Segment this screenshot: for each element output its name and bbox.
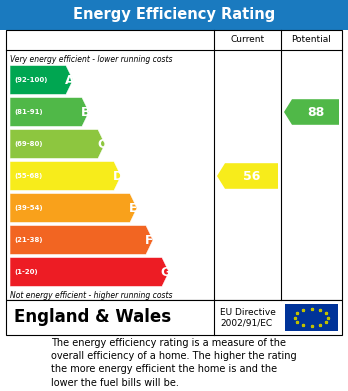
Text: England & Wales: England & Wales (14, 308, 171, 326)
Text: (55-68): (55-68) (14, 173, 42, 179)
Polygon shape (10, 97, 89, 127)
Text: E: E (129, 201, 138, 215)
Bar (6, 300, 342, 335)
Polygon shape (284, 99, 339, 125)
Text: (21-38): (21-38) (14, 237, 42, 243)
Text: (1-20): (1-20) (14, 269, 38, 275)
Polygon shape (10, 161, 121, 190)
Text: Not energy efficient - higher running costs: Not energy efficient - higher running co… (10, 291, 173, 300)
Text: 88: 88 (307, 106, 324, 118)
Polygon shape (10, 226, 153, 255)
Text: The energy efficiency rating is a measure of the
overall efficiency of a home. T: The energy efficiency rating is a measur… (51, 338, 297, 387)
Text: EU Directive: EU Directive (220, 308, 276, 317)
Polygon shape (10, 129, 105, 158)
Text: (39-54): (39-54) (14, 205, 42, 211)
Text: 2002/91/EC: 2002/91/EC (220, 318, 272, 327)
Text: D: D (112, 170, 122, 183)
Polygon shape (10, 194, 137, 222)
Bar (0, 0, 348, 30)
Text: C: C (97, 138, 106, 151)
Text: (81-91): (81-91) (14, 109, 42, 115)
Text: Potential: Potential (292, 36, 331, 45)
Bar (6, 30, 342, 300)
Polygon shape (10, 258, 169, 287)
Text: 56: 56 (243, 170, 260, 183)
Text: Current: Current (230, 36, 264, 45)
Text: A: A (65, 74, 74, 86)
Bar (285, 304, 338, 331)
Polygon shape (217, 163, 278, 189)
Text: (69-80): (69-80) (14, 141, 42, 147)
Text: (92-100): (92-100) (14, 77, 47, 83)
Text: G: G (160, 265, 171, 278)
Text: B: B (81, 106, 90, 118)
Text: Very energy efficient - lower running costs: Very energy efficient - lower running co… (10, 54, 173, 63)
Text: Energy Efficiency Rating: Energy Efficiency Rating (73, 7, 275, 23)
Polygon shape (10, 66, 73, 95)
Text: F: F (145, 233, 154, 246)
